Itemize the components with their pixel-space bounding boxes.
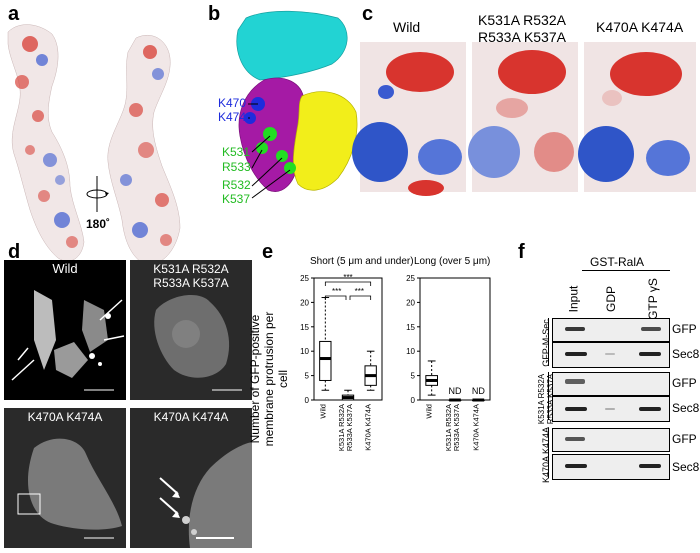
panel-label-b: b bbox=[208, 3, 221, 25]
panel-c-title-mut1: K531A R532A R533A K537A bbox=[478, 12, 566, 45]
nd-label: ND bbox=[449, 386, 462, 396]
y-tick-label: 25 bbox=[406, 274, 415, 283]
surface-structure-front bbox=[7, 24, 85, 262]
gst-header-line bbox=[582, 270, 670, 271]
label-k474: K474 bbox=[218, 110, 247, 124]
y-tick-label: 25 bbox=[300, 274, 309, 283]
blot-label-3-gfp: GFP bbox=[672, 432, 697, 446]
panel-c-title-wild: Wild bbox=[393, 19, 421, 35]
blot-label-2-sec8: Sec8 bbox=[672, 401, 700, 415]
micrograph-mut1: K531A R532A R533A K537A bbox=[130, 260, 252, 400]
sig-bracket bbox=[324, 281, 372, 286]
y-tick-label: 10 bbox=[300, 347, 309, 356]
micrograph-title-zoom: K470A K474A bbox=[153, 410, 229, 424]
blot-label-1-gfp: GFP bbox=[672, 322, 697, 336]
chart-title-short: Short (5 μm and under) bbox=[310, 256, 414, 267]
micrograph-zoom: K470A K474A bbox=[130, 408, 252, 548]
blot-label-1-sec8: Sec8 bbox=[672, 347, 700, 361]
y-tick-label: 5 bbox=[411, 372, 416, 381]
group-label-3: K470A K474A bbox=[541, 426, 551, 484]
y-tick-label: 10 bbox=[406, 347, 415, 356]
sig-bracket bbox=[324, 295, 347, 300]
micrograph-title-mut2: K470A K474A bbox=[27, 410, 103, 424]
blot-2-sec8 bbox=[552, 396, 670, 422]
y-tick-label: 15 bbox=[300, 323, 309, 332]
surface-structure-back bbox=[107, 34, 181, 265]
blot-1-sec8 bbox=[552, 342, 670, 368]
x-tick-label: R533A K537A bbox=[452, 404, 461, 451]
boxplot-short: 0 5 10 15 20 25 Wild K531A R532A R533A K537A K470… bbox=[300, 273, 383, 451]
surface-closeup-mut1 bbox=[468, 42, 578, 192]
colored-structure bbox=[236, 10, 358, 199]
blot-3-sec8 bbox=[552, 454, 670, 480]
sig-bracket bbox=[349, 295, 372, 300]
micrograph-wild: Wild bbox=[4, 260, 126, 400]
y-tick-label: 15 bbox=[406, 323, 415, 332]
rotation-arrow-icon bbox=[86, 176, 109, 212]
y-tick-label: 0 bbox=[305, 396, 310, 405]
box bbox=[319, 340, 332, 381]
sig-label: *** bbox=[343, 273, 352, 282]
label-k537: K537 bbox=[222, 192, 251, 206]
blot-label-3-sec8: Sec8 bbox=[672, 460, 700, 474]
x-tick-label: Wild bbox=[425, 404, 434, 419]
x-tick-label: Wild bbox=[318, 404, 327, 419]
surface-closeup-mut2 bbox=[578, 42, 696, 192]
sig-label: *** bbox=[355, 287, 364, 296]
label-r533: R533 bbox=[222, 160, 251, 174]
sig-label: *** bbox=[332, 287, 341, 296]
micrograph-mut2: K470A K474A bbox=[4, 408, 126, 548]
label-r532: R532 bbox=[222, 178, 251, 192]
group-bracket-2 bbox=[548, 372, 549, 420]
micrograph-title-wild: Wild bbox=[52, 261, 78, 276]
x-tick-label: K531A R532A bbox=[444, 404, 453, 451]
y-tick-label: 20 bbox=[406, 298, 415, 307]
panel-label-e: e bbox=[262, 241, 274, 263]
x-tick-label: R533A K537A bbox=[345, 404, 354, 451]
blot-1-gfp bbox=[552, 318, 670, 342]
nd-label: ND bbox=[472, 386, 485, 396]
panel-label-a: a bbox=[8, 3, 20, 25]
rotation-label: 180˚ bbox=[86, 217, 111, 231]
lane-label-gtp: GTP γS bbox=[645, 278, 660, 320]
chart-title-long: Long (over 5 μm) bbox=[414, 256, 491, 267]
x-tick-label: K531A R532A bbox=[337, 404, 346, 451]
y-tick-label: 20 bbox=[300, 298, 309, 307]
y-tick-label: 0 bbox=[411, 396, 416, 405]
label-k531: K531 bbox=[222, 145, 251, 159]
group-bracket-3 bbox=[548, 428, 549, 478]
micrograph-title-mut1: K531A R532A R533A K537A bbox=[153, 262, 229, 290]
y-axis-label: Number of GFP-positive membrane protrusi… bbox=[248, 311, 290, 447]
group-bracket-1 bbox=[548, 318, 549, 366]
panel-label-f: f bbox=[518, 241, 525, 263]
x-tick-label: K470A K474A bbox=[364, 404, 373, 451]
blot-2-gfp bbox=[552, 372, 670, 396]
blot-label-2-gfp: GFP bbox=[672, 376, 697, 390]
lane-label-input: Input bbox=[566, 285, 581, 313]
panel-label-d: d bbox=[8, 241, 21, 263]
boxplot-long: 0 5 10 15 20 25 Wild K531A R532A R533A K537A K470… bbox=[406, 274, 491, 451]
blot-3-gfp bbox=[552, 428, 670, 452]
gst-header: GST-RalA bbox=[590, 255, 645, 269]
panel-label-c: c bbox=[362, 3, 374, 25]
x-tick-label: K470A K474A bbox=[471, 404, 480, 451]
y-tick-label: 5 bbox=[305, 372, 310, 381]
label-k470: K470 bbox=[218, 96, 247, 110]
lane-label-gdp: GDP bbox=[604, 285, 619, 313]
surface-closeup-wild bbox=[352, 42, 466, 196]
panel-c-title-mut2: K470A K474A bbox=[596, 19, 684, 35]
